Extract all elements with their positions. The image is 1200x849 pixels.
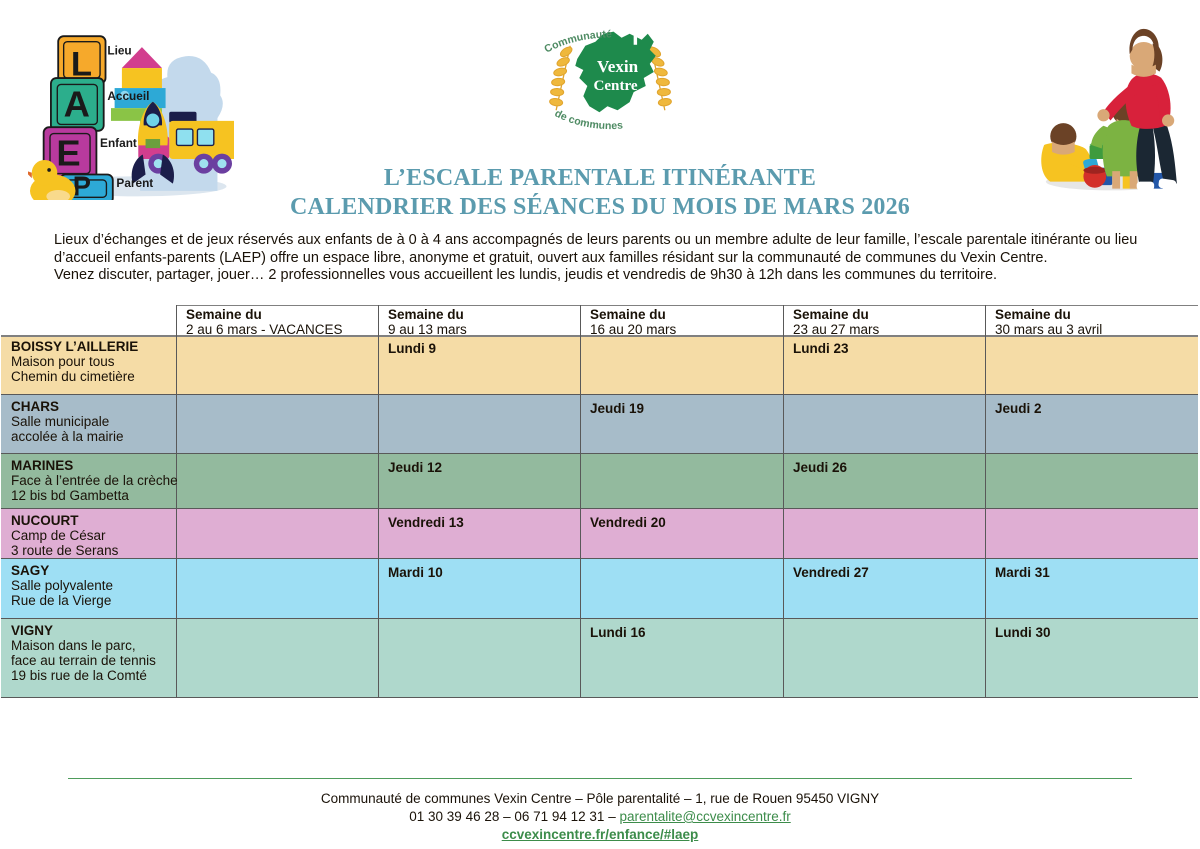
svg-text:A: A	[64, 83, 90, 124]
svg-text:Enfant: Enfant	[100, 136, 137, 150]
svg-text:E: E	[56, 132, 80, 173]
svg-text:Lieu: Lieu	[107, 43, 131, 57]
svg-text:P: P	[73, 170, 91, 200]
svg-text:Parent: Parent	[116, 176, 153, 190]
svg-text:Centre: Centre	[593, 78, 637, 94]
svg-text:Vexin: Vexin	[597, 57, 639, 76]
svg-text:Accueil: Accueil	[107, 89, 149, 103]
svg-text:de communes: de communes	[553, 107, 624, 132]
